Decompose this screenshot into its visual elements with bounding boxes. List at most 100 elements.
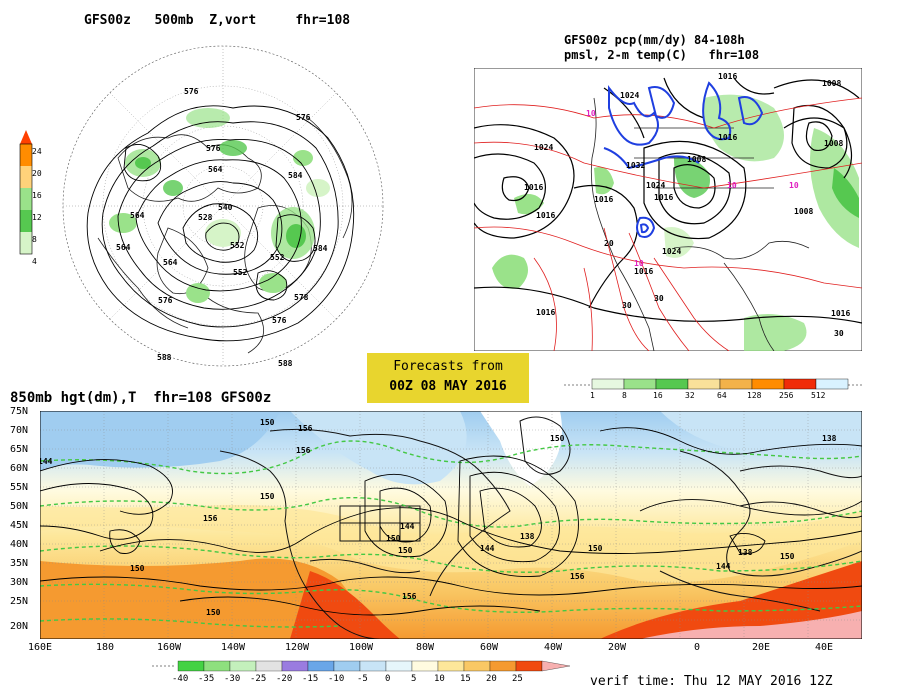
t850-contour-label: 144: [480, 544, 495, 553]
lat-tick: 65N: [10, 444, 29, 455]
t850-contour-label: 150: [398, 546, 413, 555]
t850-contour-label: 156: [570, 572, 585, 581]
contour-label: 584: [313, 244, 328, 253]
pcp-coastlines: [590, 97, 810, 351]
isobar-label: 1016: [536, 308, 555, 317]
lat-tick: 45N: [10, 520, 29, 531]
t850-contour-label: 150: [780, 552, 795, 561]
isobar-label: 1016: [654, 193, 673, 202]
lon-tick: 160W: [157, 642, 182, 653]
t850-height-contours: [40, 427, 862, 616]
contour-label: 584: [288, 171, 303, 180]
pcp-title-line2: pmsl, 2-m temp(C) fhr=108: [564, 48, 760, 62]
temp-label: 30: [834, 329, 844, 338]
t850-title: 850mb hgt(dm),T fhr=108 GFS00z: [10, 390, 272, 406]
t850-scale-tick: 20: [486, 674, 497, 684]
t850-scale-tick: 10: [434, 674, 445, 684]
temp-contours: [474, 97, 862, 351]
lat-tick: 60N: [10, 463, 29, 474]
scale-box-12: [20, 188, 32, 210]
lat-tick: 40N: [10, 539, 29, 550]
forecast-box-line1: Forecasts from: [393, 359, 503, 374]
t850-contour-label: 156: [296, 446, 311, 455]
temp-label: 30: [622, 301, 632, 310]
t850-isotherms: [40, 440, 862, 628]
lon-tick: 140W: [221, 642, 246, 653]
isobar-label: 1016: [718, 72, 737, 81]
isobar-label: 1016: [634, 267, 653, 276]
t850-contour-label: 144: [716, 562, 731, 571]
t850-scale-tick: -20: [276, 674, 293, 684]
temp-label: 10: [586, 109, 596, 118]
contour-label: 564: [208, 165, 223, 174]
t850-scale-tick: 5: [411, 674, 417, 684]
contour-label: 552: [270, 253, 285, 262]
isobar-label: 1016: [831, 309, 850, 318]
pcp-map: 1024 1016 1016 1016 1008 1008 1008 1016 …: [474, 68, 862, 351]
scale-arrow-top: [20, 130, 32, 144]
contour-label: 588: [157, 353, 172, 362]
lon-tick: 20W: [608, 642, 627, 653]
lat-tick: 55N: [10, 482, 29, 493]
lat-tick: 35N: [10, 558, 29, 569]
t850-scale-tick: -15: [302, 674, 319, 684]
pcp-scale-tick: 128: [747, 391, 762, 400]
z500-scale-svg: [19, 130, 33, 255]
temp-label: 30: [654, 294, 664, 303]
t850-contour-label: 156: [298, 424, 313, 433]
t850-scale-tick: -30: [224, 674, 241, 684]
t850-contour-label: 156: [402, 592, 417, 601]
t850-contour-label: 144: [40, 457, 53, 466]
z500-scale-tick: 12: [32, 213, 42, 222]
pcp-blue-contours: [603, 81, 764, 238]
isobar-label: 1032: [626, 161, 645, 170]
t850-graticule: [40, 411, 862, 639]
lat-tick: 75N: [10, 406, 29, 417]
lon-tick: 40W: [544, 642, 563, 653]
t850-contour-label: 150: [206, 608, 221, 617]
pcp-scale-tick: 512: [811, 391, 826, 400]
t850-color-scale: [150, 659, 580, 675]
lon-tick: 180: [96, 642, 115, 653]
contour-label: 552: [230, 241, 245, 250]
lat-tick: 20N: [10, 621, 29, 632]
isobar-labels: 1024 1016 1016 1016 1008 1008 1008 1016 …: [524, 72, 850, 318]
z500-vorticity-scale: [18, 130, 40, 270]
z500-scale-tick: 4: [32, 257, 37, 266]
isobar-label: 1016: [524, 183, 543, 192]
lon-tick: 60W: [480, 642, 499, 653]
z500-scale-tick: 20: [32, 169, 42, 178]
z500-contour-labels: 576 576 564 584 552 564 576 588 588 576 …: [116, 87, 328, 368]
temp-labels-warm: 20 30 30 30: [604, 239, 844, 338]
contour-label: 552: [233, 268, 248, 277]
pcp-scale-tick: 64: [717, 391, 727, 400]
scale-box-20: [20, 144, 32, 166]
t850-contour-label: 138: [520, 532, 535, 541]
scale-box-8: [20, 210, 32, 232]
t850-contour-label: 150: [386, 534, 401, 543]
contour-label: 576: [158, 296, 173, 305]
lat-tick: 50N: [10, 501, 29, 512]
contour-label: 576: [272, 316, 287, 325]
contour-label: 528: [198, 213, 213, 222]
pcp-scale-tick: 16: [653, 391, 663, 400]
temp-label: 20: [604, 239, 614, 248]
t850-contour-label: 150: [588, 544, 603, 553]
isobar-label: 1024: [534, 143, 553, 152]
z500-scale-tick: 8: [32, 235, 37, 244]
isobar-label: 1008: [794, 207, 813, 216]
t850-scale-tick: 0: [385, 674, 391, 684]
z500-polar-map: 576 576 564 584 552 564 576 588 588 576 …: [62, 45, 384, 368]
t850-scale-tick: -35: [198, 674, 215, 684]
forecast-issue-box: Forecasts from 00Z 08 MAY 2016: [367, 353, 529, 403]
t850-contour-label: 150: [260, 418, 275, 427]
contour-label: 576: [296, 113, 311, 122]
pcp-scale-tick: 1: [590, 391, 595, 400]
t850-contour-label: 144: [400, 522, 415, 531]
lat-tick: 30N: [10, 577, 29, 588]
lon-tick: 120W: [285, 642, 310, 653]
temp-label: 10: [634, 259, 644, 268]
isobar-label: 1008: [822, 79, 841, 88]
temp-label: 10: [789, 181, 799, 190]
contour-label: 540: [218, 203, 233, 212]
